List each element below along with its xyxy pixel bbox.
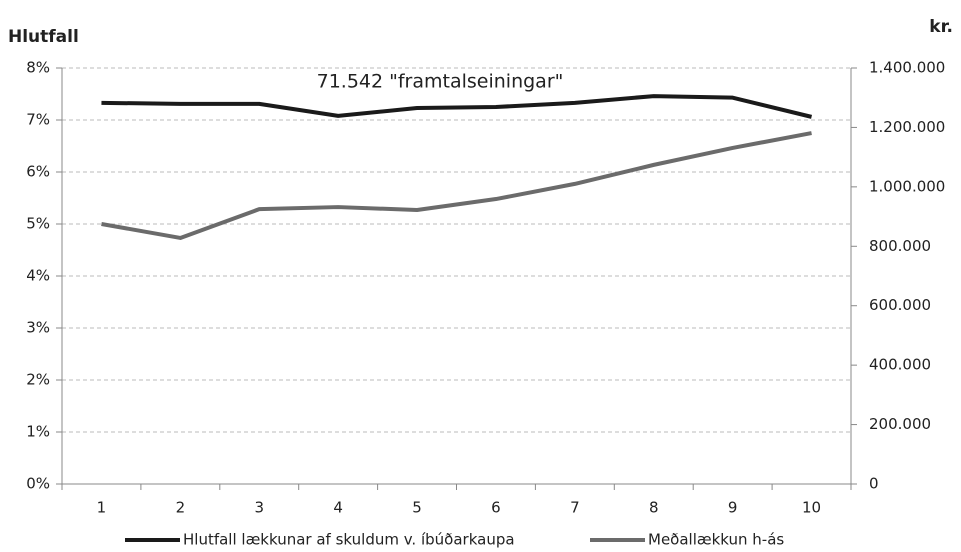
y2-tick-label: 1.400.000 bbox=[869, 59, 945, 77]
y2-tick-label: 200.000 bbox=[869, 415, 931, 433]
x-tick-label: 3 bbox=[254, 499, 264, 517]
x-tick-label: 9 bbox=[728, 499, 738, 517]
x-tick-label: 10 bbox=[802, 499, 821, 517]
legend-label: Meðallækkun h-ás bbox=[648, 531, 784, 549]
y2-tick-label: 1.200.000 bbox=[869, 118, 945, 136]
y-tick-label: 0% bbox=[26, 475, 50, 493]
legend-label: Hlutfall lækkunar af skuldum v. íbúðarka… bbox=[183, 531, 515, 549]
y-tick-label: 8% bbox=[26, 59, 50, 77]
x-tick-label: 1 bbox=[97, 499, 107, 517]
y-axis-label: Hlutfall bbox=[8, 27, 79, 47]
y2-tick-label: 400.000 bbox=[869, 356, 931, 374]
y-tick-label: 3% bbox=[26, 319, 50, 337]
x-tick-label: 6 bbox=[491, 499, 501, 517]
x-tick-label: 5 bbox=[412, 499, 422, 517]
y2-tick-label: 600.000 bbox=[869, 296, 931, 314]
y2-tick-label: 0 bbox=[869, 475, 879, 493]
x-tick-label: 8 bbox=[649, 499, 659, 517]
annotation: 71.542 "framtalseiningar" bbox=[317, 71, 564, 93]
y-tick-label: 4% bbox=[26, 267, 50, 285]
y-tick-label: 1% bbox=[26, 423, 50, 441]
x-tick-label: 2 bbox=[176, 499, 186, 517]
y-tick-label: 6% bbox=[26, 163, 50, 181]
series-line bbox=[101, 94, 813, 119]
x-tick-label: 4 bbox=[333, 499, 343, 517]
series-line bbox=[101, 131, 812, 240]
y-tick-label: 5% bbox=[26, 215, 50, 233]
y2-tick-label: 1.000.000 bbox=[869, 177, 945, 195]
y2-axis-label: kr. bbox=[929, 17, 953, 37]
y2-tick-label: 800.000 bbox=[869, 237, 931, 255]
y-tick-label: 7% bbox=[26, 111, 50, 129]
y-tick-label: 2% bbox=[26, 371, 50, 389]
x-tick-label: 7 bbox=[570, 499, 580, 517]
